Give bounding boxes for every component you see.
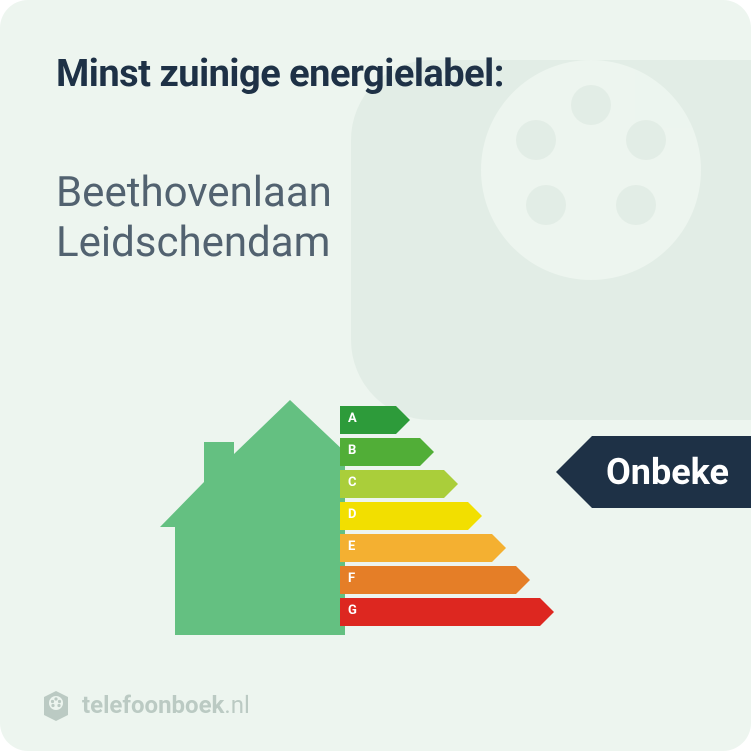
energy-bar-shape <box>340 534 506 562</box>
energy-bar-letter: D <box>348 507 356 522</box>
energy-bar-letter: A <box>348 411 357 426</box>
energy-bar-a: A <box>340 406 554 434</box>
energy-bar-shape <box>340 566 530 594</box>
house-icon <box>160 400 345 635</box>
energy-label-card: Minst zuinige energielabel: Beethovenlaa… <box>0 0 751 751</box>
energy-bar-d: D <box>340 502 554 530</box>
energy-bar-letter: E <box>348 539 355 554</box>
energy-bar-f: F <box>340 566 554 594</box>
energy-bar-b: B <box>340 438 554 466</box>
energy-bar-shape <box>340 502 482 530</box>
energy-label-chart: A B C D E F G <box>160 400 560 660</box>
result-tag: Onbeke <box>556 436 751 508</box>
result-label: Onbeke <box>592 436 751 508</box>
footer-brand: telefoonboek.nl <box>40 689 250 721</box>
footer-tld: .nl <box>224 691 249 719</box>
energy-bar-e: E <box>340 534 554 562</box>
energy-bar-letter: C <box>348 475 357 490</box>
card-title: Minst zuinige energielabel: <box>56 52 504 96</box>
footer-text: telefoonboek.nl <box>82 691 250 719</box>
energy-bar-letter: B <box>348 443 356 458</box>
footer-brand-name: telefoonboek <box>82 691 224 719</box>
energy-bar-shape <box>340 470 458 498</box>
address-block: Beethovenlaan Leidschendam <box>56 168 332 269</box>
phone-book-icon <box>40 689 72 721</box>
energy-bar-shape <box>340 598 554 626</box>
address-line-1: Beethovenlaan <box>56 168 332 218</box>
address-line-2: Leidschendam <box>56 218 332 268</box>
energy-bars: A B C D E F G <box>340 406 554 630</box>
result-tag-arrow <box>556 436 592 508</box>
energy-bar-c: C <box>340 470 554 498</box>
energy-bar-g: G <box>340 598 554 626</box>
energy-bar-letter: F <box>348 571 355 586</box>
energy-bar-letter: G <box>348 603 357 618</box>
